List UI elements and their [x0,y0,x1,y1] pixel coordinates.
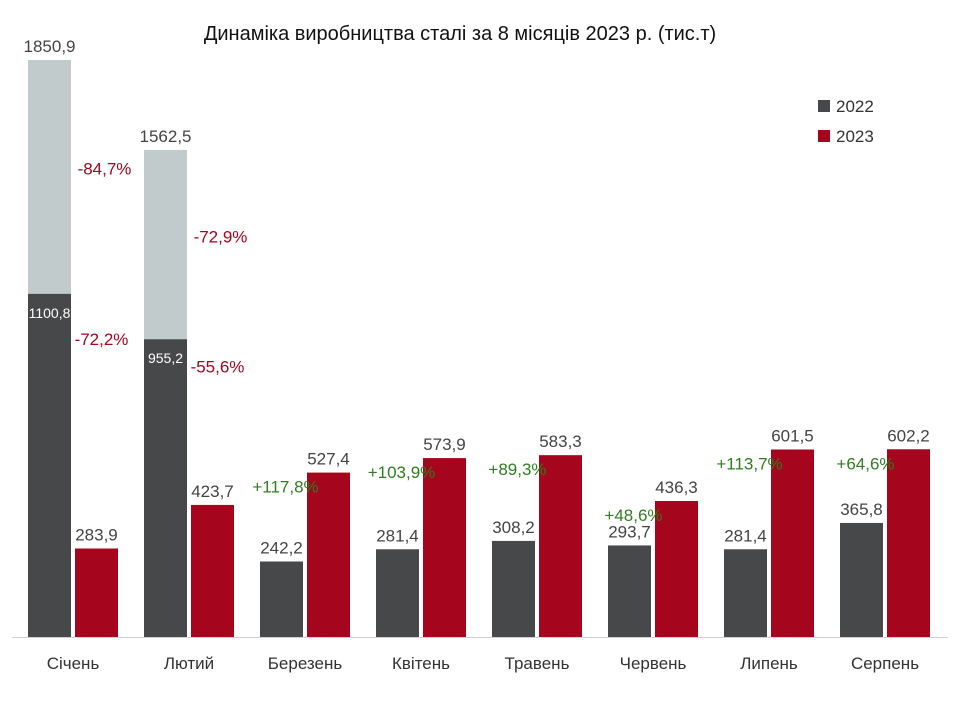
label-2022-m8: 365,8 [840,500,883,519]
bar-2023-m3 [307,472,350,637]
bar-2023-m5 [539,455,582,637]
label-2023-m6: 436,3 [655,478,698,497]
x-tick-m6: Червень [620,654,687,673]
x-tick-m2: Лютий [164,654,214,673]
legend-label-2023: 2023 [836,127,874,146]
labels-group: 1850,9 -84,7% 1100,8 283,9 -72,2% 1562,5 -72,9… [24,37,930,557]
label-2023-m2: 423,7 [191,482,234,501]
change-2023-vs-2022-m6: +48,6% [604,506,662,525]
bar-2023-m6 [655,500,698,637]
change-2023-vs-2022-m4: +103,9% [368,463,436,482]
x-tick-m5: Травень [505,654,570,673]
legend-swatch-2022 [818,100,830,112]
bar-2022-m7 [724,549,767,637]
label-2022-m2: 955,2 [148,350,183,366]
bar-2023-m7 [771,449,814,637]
label-2023-m5: 583,3 [539,432,582,451]
label-2022-m1: 1100,8 [29,305,71,321]
legend: 2022 2023 [818,97,874,146]
label-2022-m5: 308,2 [492,518,535,537]
label-2023-m4: 573,9 [423,435,466,454]
bar-2022-m2 [144,339,187,637]
label-2023-m7: 601,5 [771,426,814,445]
chart-title: Динаміка виробництва сталі за 8 місяців … [204,23,716,45]
change-vs-pre-war-m2: -72,9% [194,228,248,247]
change-2023-vs-2022-m5: +89,3% [488,460,546,479]
bar-2023-m8 [887,449,930,637]
label-2023-m3: 527,4 [307,450,350,469]
change-2023-vs-2022-m8: +64,6% [836,454,894,473]
bar-2022-m3 [260,561,303,637]
x-tick-m1: Січень [47,654,100,673]
change-2023-vs-2022-m7: +113,7% [716,454,782,473]
label-2022-m3: 242,2 [260,538,303,557]
x-tick-m8: Серпень [851,654,919,673]
change-2023-vs-2022-m1: -72,2% [75,330,129,349]
bar-2022-m4 [376,549,419,637]
label-2023-m8: 602,2 [887,426,930,445]
label-2022-m6: 293,7 [608,522,651,541]
bar-2022-m6 [608,545,651,637]
bars-group [28,60,930,637]
bar-2022-pre-war-m1 [28,60,71,294]
legend-label-2022: 2022 [836,97,874,116]
label-2022-m4: 281,4 [376,526,419,545]
bar-2022-pre-war-m2 [144,149,187,340]
bar-2022-m5 [492,540,535,637]
change-vs-pre-war-m1: -84,7% [78,160,132,179]
bar-2022-m8 [840,522,883,637]
bar-2023-m4 [423,458,466,637]
label-2022-m7: 281,4 [724,526,767,545]
x-tick-m7: Липень [740,654,798,673]
legend-swatch-2023 [818,130,830,142]
label-2023-m1: 283,9 [75,525,118,544]
bar-2023-m1 [75,548,118,637]
change-2023-vs-2022-m3: +117,8% [252,478,318,497]
bar-2023-m2 [191,504,234,637]
label-2022-pre-war-m1: 1850,9 [24,37,76,56]
x-ticks-group: Січень Лютий Березень Квітень Травень Червень… [47,654,920,673]
change-2023-vs-2022-m2: -55,6% [191,357,245,376]
x-tick-m4: Квітень [392,654,450,673]
x-tick-m3: Березень [268,654,343,673]
bar-2022-m1 [28,293,71,637]
label-2022-pre-war-m2: 1562,5 [140,127,192,146]
